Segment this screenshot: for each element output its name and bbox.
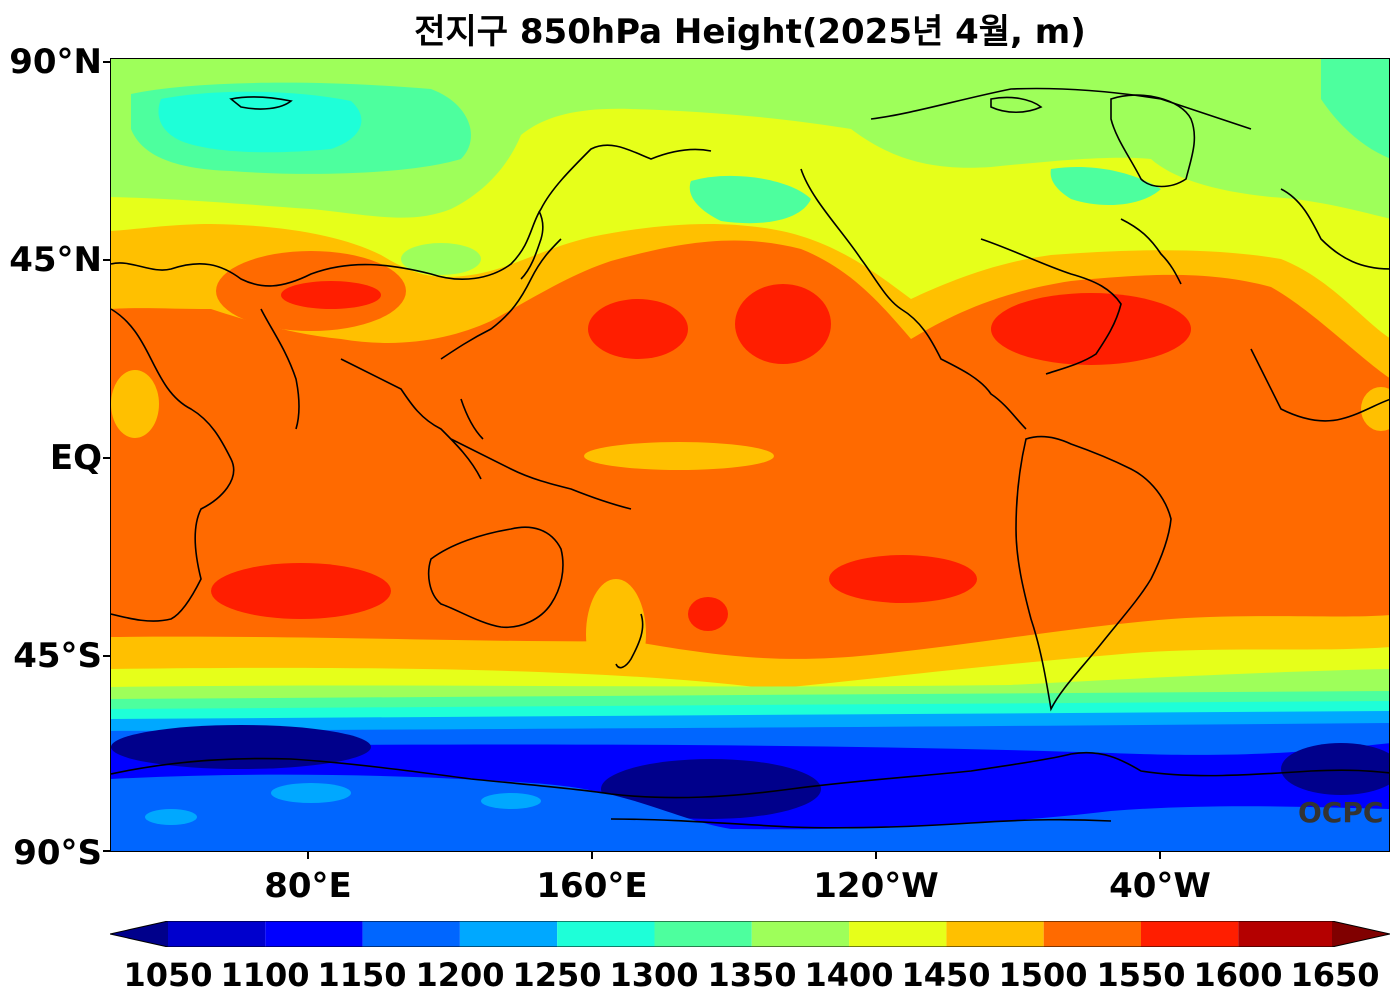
lon-tick	[591, 852, 593, 859]
colorbar	[110, 921, 1390, 947]
colorbar-bin-1050	[168, 921, 266, 947]
contour-1050-1100-fill	[111, 725, 1389, 819]
lat-tick	[103, 457, 110, 459]
lat-label-90s: 90°S	[13, 833, 102, 873]
colorbar-label: 1500	[998, 956, 1088, 994]
lon-label-80e: 80°E	[264, 866, 352, 906]
colorbar-bin-1200	[459, 921, 558, 947]
lon-tick	[307, 852, 309, 859]
lat-tick	[103, 850, 110, 852]
ocpc-watermark: OCPC	[1298, 796, 1384, 829]
lon-label-120w: 120°W	[813, 866, 939, 906]
lon-tick	[1159, 852, 1161, 859]
colorbar-label: 1650	[1290, 956, 1380, 994]
colorbar-label: 1400	[804, 956, 894, 994]
lat-label-45s: 45°S	[13, 636, 102, 676]
lat-label-90n: 90°N	[9, 42, 102, 82]
coastlines	[111, 87, 1389, 829]
map-area	[110, 58, 1390, 852]
map-title: 전지구 850hPa Height(2025년 4월, m)	[414, 12, 1086, 52]
colorbar-low-extend	[110, 921, 168, 947]
colorbar-bin-1500	[1043, 921, 1141, 947]
colorbar-bin-1600	[1238, 921, 1335, 947]
colorbar-label: 1250	[512, 956, 602, 994]
colorbar-bin-1250	[557, 921, 655, 947]
colorbar-label: 1600	[1193, 956, 1283, 994]
colorbar-bin-1450	[946, 921, 1044, 947]
contour-1200-1250-antarctic	[145, 783, 541, 825]
colorbar-bin-1550	[1141, 921, 1239, 947]
lat-label-45n: 45°N	[9, 240, 102, 280]
colorbar-bin-1300	[654, 921, 752, 947]
colorbar-bin-1100	[265, 921, 363, 947]
colorbar-label: 1150	[317, 956, 407, 994]
colorbar-bin-1400	[849, 921, 947, 947]
colorbar-label: 1550	[1096, 956, 1186, 994]
lat-tick	[103, 259, 110, 261]
colorbar-bin-1350	[751, 921, 850, 947]
colorbar-label: 1300	[609, 956, 699, 994]
colorbar-high-extend	[1332, 921, 1390, 947]
lat-tick	[103, 655, 110, 657]
contour-1550-1600-tibet	[281, 281, 381, 309]
colorbar-label: 1350	[707, 956, 797, 994]
colorbar-label: 1100	[220, 956, 310, 994]
colorbar-bin-1150	[362, 921, 460, 947]
contour-map	[111, 59, 1389, 851]
contour-1150-1200-antarctic	[111, 774, 1389, 851]
lat-tick	[103, 61, 110, 63]
colorbar-label: 1450	[901, 956, 991, 994]
lon-label-40w: 40°W	[1109, 866, 1211, 906]
colorbar-label: 1200	[415, 956, 505, 994]
colorbar-label: 1050	[123, 956, 213, 994]
lon-tick	[875, 852, 877, 859]
lat-label-eq: EQ	[49, 438, 102, 478]
lon-label-160e: 160°E	[536, 866, 648, 906]
